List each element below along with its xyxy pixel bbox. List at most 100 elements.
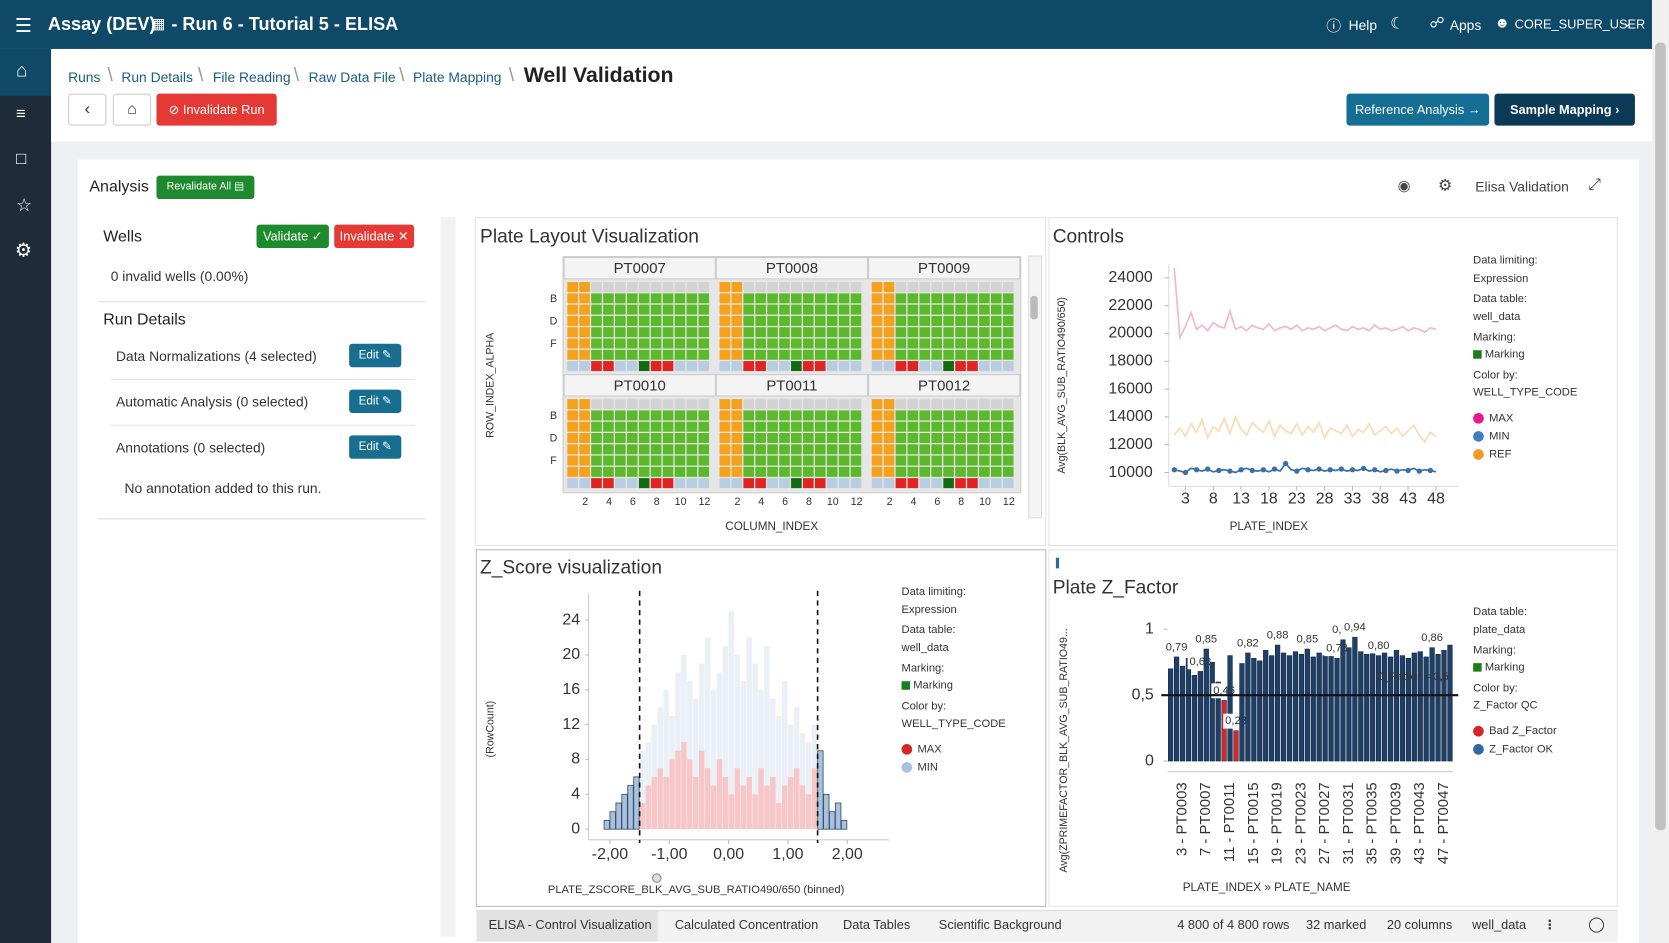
theme-icon[interactable]: ☾	[1390, 14, 1405, 33]
well	[767, 304, 778, 315]
menu-icon[interactable]: ☰	[14, 14, 33, 37]
tab[interactable]: Scientific Background	[938, 917, 1062, 933]
reference-analysis-button[interactable]: Reference Analysis →	[1346, 93, 1490, 126]
well	[838, 444, 850, 455]
view-icon[interactable]: ◉	[1397, 176, 1411, 194]
well	[638, 399, 650, 410]
well	[979, 410, 990, 421]
well	[802, 399, 814, 410]
controls-panel	[1048, 217, 1618, 547]
x-tick-label: 1,00	[772, 846, 803, 863]
user-icon[interactable]: ☻	[1494, 13, 1511, 31]
well	[603, 327, 614, 338]
home-nav[interactable]: ⌂	[15, 59, 28, 81]
invalidate-button[interactable]: Invalidate ✕	[334, 224, 415, 249]
x-tick-label: 2	[887, 496, 893, 508]
well	[731, 282, 743, 293]
apps-icon[interactable]: ☍	[1429, 13, 1445, 31]
globe-icon[interactable]: ◯	[1588, 915, 1605, 933]
breadcrumb[interactable]: Run Details	[121, 69, 193, 86]
well	[979, 327, 990, 338]
edit-button[interactable]: Edit ✎	[349, 389, 402, 413]
well	[814, 315, 826, 326]
well	[674, 466, 686, 477]
panel-label: Color by:	[1473, 370, 1518, 382]
well	[919, 466, 931, 477]
back-button[interactable]: ‹	[68, 93, 107, 126]
user-menu[interactable]: CORE_SUPER_USER	[1514, 17, 1646, 32]
well	[895, 282, 907, 293]
well	[767, 315, 778, 326]
breadcrumb[interactable]: File Reading	[212, 69, 291, 86]
settings-nav[interactable]: ⚙	[14, 239, 33, 261]
well	[826, 444, 838, 455]
home-button[interactable]: ⌂	[112, 93, 152, 126]
well	[895, 444, 907, 455]
expand-icon[interactable]: ⤢	[1588, 175, 1601, 194]
well	[567, 315, 578, 326]
chevron[interactable]: ⌄	[1622, 14, 1633, 30]
point	[1427, 467, 1434, 474]
well	[567, 361, 578, 372]
well	[767, 327, 778, 338]
well	[883, 315, 895, 326]
tab[interactable]: Data Tables	[843, 917, 911, 933]
well	[979, 478, 990, 489]
well	[638, 478, 650, 489]
well	[802, 455, 814, 466]
validate-button[interactable]: Validate ✓	[256, 224, 329, 249]
breadcrumb[interactable]: Raw Data File	[308, 69, 396, 86]
well	[755, 433, 766, 444]
well	[814, 361, 826, 372]
breadcrumb[interactable]: Runs	[68, 69, 101, 86]
well	[931, 421, 943, 432]
plate-scroll-thumb[interactable]	[1030, 295, 1038, 320]
well	[638, 433, 650, 444]
well	[814, 282, 826, 293]
help-icon[interactable]: ⓘ	[1326, 17, 1342, 35]
well	[955, 455, 966, 466]
well	[931, 433, 943, 444]
legend-label: MAX	[918, 743, 943, 755]
breadcrumb[interactable]: Plate Mapping	[412, 69, 502, 86]
well	[638, 338, 650, 349]
scroll-thumb[interactable]	[1655, 42, 1666, 831]
well	[791, 433, 802, 444]
bar	[609, 811, 616, 830]
grid-icon[interactable]: ▦	[151, 14, 166, 32]
sample-mapping-button[interactable]: Sample Mapping ›	[1494, 93, 1635, 126]
well	[567, 433, 578, 444]
x-tick-label: 4	[758, 496, 764, 508]
tab[interactable]: ELISA - Control Visualization	[488, 917, 652, 933]
bar	[1334, 657, 1340, 762]
well	[603, 478, 614, 489]
separator: \	[508, 63, 515, 86]
well	[603, 444, 614, 455]
settings-icon[interactable]: ⚙	[1438, 176, 1453, 195]
help-link[interactable]: Help	[1348, 17, 1378, 33]
well	[883, 327, 895, 338]
edit-button[interactable]: Edit ✎	[349, 435, 402, 459]
well	[719, 455, 731, 466]
bar	[1346, 647, 1352, 762]
tab[interactable]: Calculated Concentration	[674, 917, 819, 933]
list-nav[interactable]: ≡	[15, 105, 26, 124]
more-icon[interactable]: ⋮	[1543, 917, 1557, 933]
folder-nav[interactable]: □	[15, 150, 27, 169]
bar	[1215, 681, 1221, 762]
well	[615, 466, 626, 477]
star-nav[interactable]: ☆	[15, 194, 33, 216]
well	[779, 327, 790, 338]
x-tick-label: 4	[606, 496, 612, 508]
well	[883, 361, 895, 372]
revalidate-button[interactable]: Revalidate All ▤	[156, 175, 255, 200]
invalidate-run-button[interactable]: ⊘ Invalidate Run	[156, 93, 277, 126]
apps-link[interactable]: Apps	[1449, 17, 1482, 33]
well	[698, 304, 710, 315]
well	[979, 421, 990, 432]
well	[931, 466, 943, 477]
bar	[1227, 655, 1233, 762]
bar	[1239, 663, 1245, 762]
edit-button[interactable]: Edit ✎	[349, 343, 402, 368]
